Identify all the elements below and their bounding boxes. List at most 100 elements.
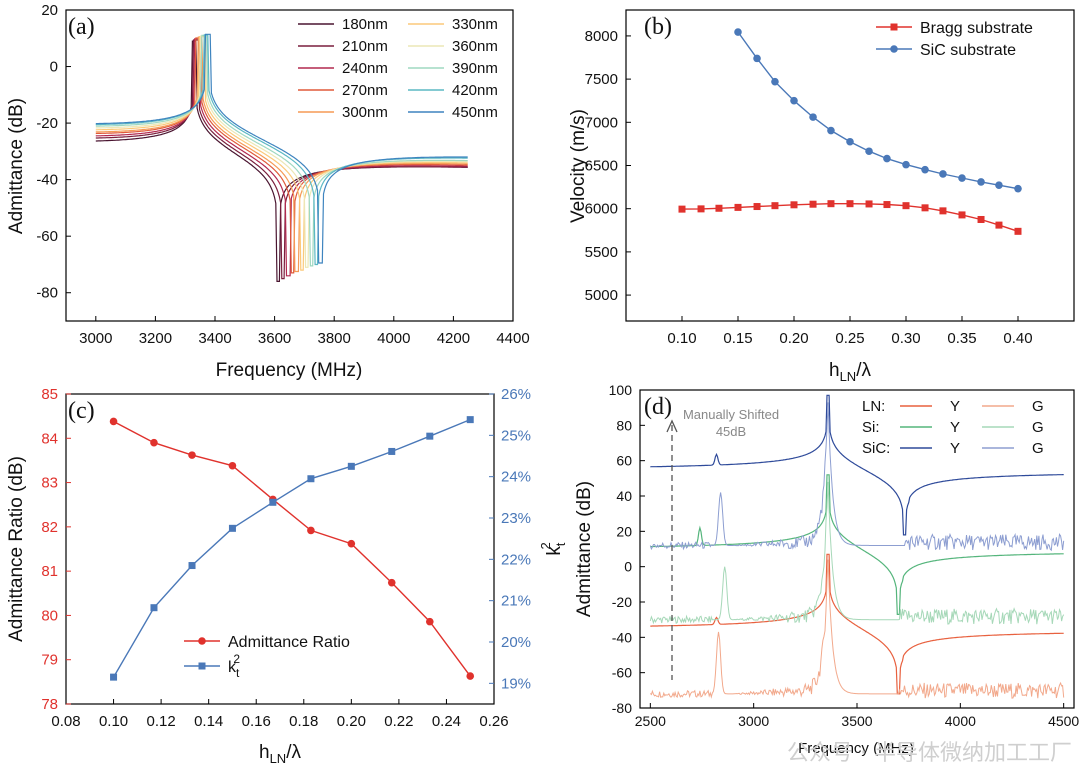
legend-a-label-180nm: 180nm	[342, 16, 388, 33]
panel-a-curve-420nm	[95, 34, 468, 266]
panel-d-annotation: Manually Shifted 45dB	[666, 407, 779, 680]
panel-b-point-sic	[939, 170, 947, 178]
panel-a-legend: 180nm 210nm 240nm 270nm 300nm 330nm 360nm 390nm…	[298, 16, 498, 121]
panel-b-point-sic	[977, 178, 985, 186]
panel-a-ytick-label: -60	[36, 228, 58, 245]
panel-c-ytick-right-label: 23%	[501, 510, 531, 527]
panel-c-point-kt2	[110, 673, 118, 681]
panel-a-ticks: 3000 3200 3400 3600 3800 4000 4200 4400 20 0 -20 -4…	[36, 2, 529, 347]
panel-a-xtick-label: 3000	[79, 330, 112, 347]
legend-d-g-label-0: G	[1032, 398, 1044, 415]
legend-d-row-label-0: LN:	[862, 398, 885, 415]
panel-c-point-kt2	[426, 432, 434, 440]
legend-c-label-1-sub: t	[236, 666, 240, 680]
panel-d-ytick-label: 20	[616, 523, 632, 539]
panel-b-xtick-label: 0.30	[891, 330, 920, 347]
panel-a-ytick-label: -80	[36, 285, 58, 302]
legend-b-marker-0	[890, 23, 898, 31]
panel-d-xtick-label: 2500	[635, 713, 666, 729]
panel-c-ytick-right-label: 25%	[501, 427, 531, 444]
panel-b-ytick-label: 7000	[585, 114, 618, 131]
legend-a-label-360nm: 360nm	[452, 38, 498, 55]
panel-c-xtick-label: 0.14	[194, 713, 223, 730]
panel-a-ytick-label: 20	[41, 2, 58, 19]
panel-a-ytick-label: 0	[50, 59, 58, 76]
panel-b-ytick-label: 8000	[585, 28, 618, 45]
legend-d-y-label-2: Y	[950, 440, 960, 457]
panel-b-point-bragg	[753, 203, 761, 211]
panel-a-curve-360nm	[95, 35, 468, 268]
panel-c-frame	[65, 393, 495, 705]
panel-c-ylabel-left: Admittance Ratio (dB)	[6, 456, 27, 642]
panel-c-ticks: 0.08 0.10 0.12 0.14 0.16 0.18 0.20 0.22 0.24 0.26…	[41, 386, 531, 730]
annotation-line-2: 45dB	[716, 424, 746, 439]
panel-b-point-sic	[921, 165, 929, 174]
panel-b-xtick-label: 0.35	[947, 330, 976, 347]
panel-b-point-sic	[958, 174, 966, 182]
panel-b-ytick-label: 6500	[585, 158, 618, 175]
legend-c-marker-0	[198, 637, 206, 645]
panel-b-point-sic	[771, 77, 779, 86]
panel-b-point-sic	[846, 137, 854, 146]
panel-a-xtick-label: 3400	[198, 330, 231, 347]
panel-b-point-bragg	[697, 205, 705, 213]
panel-a-curve-240nm	[95, 38, 468, 277]
panel-c-point-ratio	[347, 539, 356, 548]
panel-d-ytick-label: 0	[624, 559, 632, 575]
panel-b-point-bragg	[827, 200, 835, 208]
panel-c-line-0	[113, 420, 471, 677]
panel-c-ytick-left-label: 79	[41, 652, 58, 669]
panel-c-xlabel-sub: LN	[270, 751, 287, 766]
panel-b-point-bragg	[977, 215, 985, 223]
panel-c-ytick-left-label: 81	[41, 563, 58, 580]
panel-b-xtick-label: 0.25	[835, 330, 864, 347]
panel-b-point-bragg	[715, 204, 723, 212]
panel-c-point-kt2	[150, 604, 158, 612]
panel-c-point-kt2	[228, 524, 236, 532]
panel-d-xtick-label: 3500	[841, 713, 872, 729]
panel-b-point-bragg	[921, 204, 929, 212]
panel-c-curves	[109, 416, 475, 681]
panel-c-ytick-left-label: 80	[41, 607, 58, 624]
panel-b-curves	[678, 28, 1022, 235]
panel-b-point-sic	[753, 54, 761, 63]
legend-a-label-240nm: 240nm	[342, 60, 388, 77]
panel-c-ytick-left-label: 82	[41, 519, 58, 536]
panel-c-xtick-label: 0.22	[384, 713, 413, 730]
panel-c-point-ratio	[307, 526, 315, 535]
panel-d-curve-4	[650, 394, 1064, 536]
panel-a-xlabel: Frequency (MHz)	[216, 360, 363, 381]
panel-c-xlabel-tail: /λ	[286, 742, 301, 763]
panel-b-point-bragg	[902, 202, 910, 210]
panel-b-xlabel: hLN/λ	[829, 360, 871, 384]
panel-c-xlabel: hLN/λ	[259, 742, 301, 766]
panel-b-point-bragg	[678, 205, 686, 213]
panel-c-point-ratio	[228, 461, 237, 470]
panel-b-point-sic	[809, 113, 817, 121]
legend-d-row-label-1: Si:	[862, 419, 880, 436]
panel-b-point-bragg	[958, 211, 966, 219]
panel-b-point-sic	[902, 160, 910, 169]
panel-d-ylabel: Admittance (dB)	[574, 481, 595, 617]
panel-c-ytick-left-label: 84	[41, 430, 58, 447]
panel-c-point-kt2	[307, 475, 315, 483]
panel-b-point-bragg	[790, 201, 798, 209]
legend-d-y-label-1: Y	[950, 419, 960, 436]
panel-a-xtick-label: 3800	[318, 330, 351, 347]
panel-c-xtick-label: 0.16	[242, 713, 271, 730]
panel-a-tag: (a)	[68, 14, 95, 40]
panel-a-curve-390nm	[95, 34, 468, 267]
panel-b-point-bragg	[995, 221, 1003, 229]
panel-b-xtick-label: 0.20	[779, 330, 808, 347]
panel-a-curve-450nm	[95, 33, 468, 264]
panel-b-tag: (b)	[644, 14, 672, 40]
panel-b-line-1	[737, 31, 1019, 190]
panel-c-point-ratio	[387, 578, 396, 587]
panel-c-line-1	[112, 418, 471, 678]
panel-b-point-sic	[790, 96, 798, 105]
panel-c-point-ratio	[109, 417, 118, 426]
panel-c-xtick-label: 0.12	[147, 713, 176, 730]
legend-c-label-1: kt2	[228, 652, 240, 680]
